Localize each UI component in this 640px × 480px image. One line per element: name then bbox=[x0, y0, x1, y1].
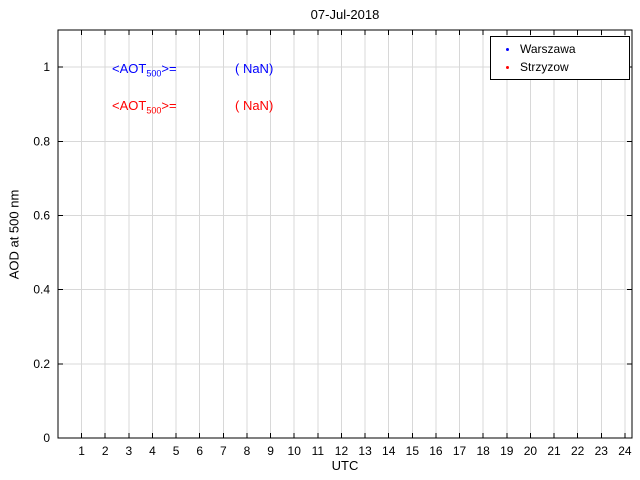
svg-text:6: 6 bbox=[196, 444, 203, 458]
legend: Warszawa Strzyzow bbox=[490, 36, 630, 80]
svg-text:19: 19 bbox=[500, 444, 514, 458]
annotation-subscript: 500 bbox=[146, 105, 162, 116]
svg-text:11: 11 bbox=[312, 444, 325, 458]
svg-text:7: 7 bbox=[220, 444, 227, 458]
annotation-suffix: >= bbox=[161, 61, 177, 76]
svg-text:24: 24 bbox=[618, 444, 632, 458]
svg-text:23: 23 bbox=[595, 444, 609, 458]
svg-text:0: 0 bbox=[43, 431, 50, 445]
svg-text:1: 1 bbox=[78, 444, 85, 458]
legend-row-warszawa: Warszawa bbox=[491, 40, 629, 58]
svg-text:20: 20 bbox=[524, 444, 538, 458]
svg-text:13: 13 bbox=[358, 444, 372, 458]
svg-text:0.4: 0.4 bbox=[33, 283, 50, 297]
x-axis-label: UTC bbox=[331, 458, 359, 473]
legend-label: Strzyzow bbox=[520, 60, 569, 74]
svg-text:9: 9 bbox=[267, 444, 274, 458]
svg-text:0.6: 0.6 bbox=[33, 208, 50, 222]
legend-label: Warszawa bbox=[520, 42, 576, 56]
svg-text:18: 18 bbox=[477, 444, 491, 458]
chart-title: 07-Jul-2018 bbox=[310, 7, 380, 22]
svg-text:14: 14 bbox=[382, 444, 396, 458]
svg-text:2: 2 bbox=[102, 444, 109, 458]
svg-text:0.2: 0.2 bbox=[33, 357, 50, 371]
annotation-strzyzow-mean: <AOT500>= ( NaN) bbox=[112, 98, 352, 116]
svg-text:16: 16 bbox=[429, 444, 443, 458]
warszawa-dot-marker bbox=[506, 47, 509, 51]
annotation-value: ( NaN) bbox=[235, 98, 274, 113]
svg-text:5: 5 bbox=[173, 444, 180, 458]
annotation-value: ( NaN) bbox=[235, 61, 274, 76]
svg-text:22: 22 bbox=[571, 444, 585, 458]
annotation-prefix: <AOT bbox=[112, 98, 147, 113]
svg-text:3: 3 bbox=[126, 444, 133, 458]
svg-text:4: 4 bbox=[149, 444, 156, 458]
y-axis-label: AOD at 500 nm bbox=[6, 189, 22, 279]
annotation-suffix: >= bbox=[161, 98, 177, 113]
svg-text:17: 17 bbox=[453, 444, 467, 458]
svg-text:0.8: 0.8 bbox=[33, 134, 50, 148]
svg-text:12: 12 bbox=[335, 444, 349, 458]
annotation-subscript: 500 bbox=[146, 68, 162, 79]
legend-row-strzyzow: Strzyzow bbox=[491, 58, 629, 76]
y-axis-label-wrap: AOD at 500 nm bbox=[0, 30, 28, 438]
annotation-prefix: <AOT bbox=[112, 61, 147, 76]
svg-text:8: 8 bbox=[244, 444, 251, 458]
svg-text:1: 1 bbox=[43, 60, 50, 74]
annotation-warszawa-mean: <AOT500>= ( NaN) bbox=[112, 61, 352, 79]
svg-text:21: 21 bbox=[547, 444, 561, 458]
svg-text:15: 15 bbox=[406, 444, 420, 458]
strzyzow-dot-marker bbox=[506, 65, 509, 69]
svg-text:10: 10 bbox=[288, 444, 302, 458]
